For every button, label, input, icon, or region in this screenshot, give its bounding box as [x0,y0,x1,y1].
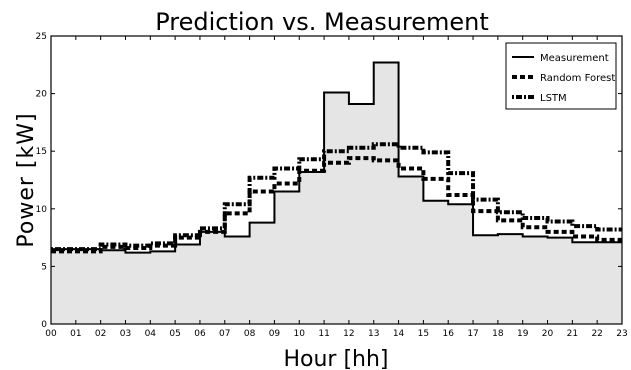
x-tick-label: 01 [70,329,81,339]
series-line-random-forest [51,156,622,254]
x-tick-label: 03 [120,329,131,339]
y-tick-label: 25 [36,32,47,42]
x-tick-label: 06 [194,329,206,339]
measurement-area-fill [51,62,622,324]
x-tick-label: 00 [45,329,57,339]
x-tick-label: 11 [318,329,329,339]
x-tick-label: 18 [492,329,504,339]
x-tick-label: 19 [517,329,529,339]
series-line-measurement [51,61,622,254]
x-tick-label: 09 [269,329,281,339]
y-tick-label: 5 [41,262,47,272]
y-tick-label: 0 [41,320,47,330]
x-tick-label: 05 [169,329,180,339]
x-tick-label: 08 [244,329,256,339]
x-tick-label: 04 [145,329,157,339]
legend-label-lstm: LSTM [540,93,567,104]
y-tick-label: 10 [36,205,48,215]
axes: 00 01 02 03 04 05 06 07 08 09 10 11 12 13 14 15 16 17 18 19… [36,32,628,339]
x-tick-label: 23 [616,329,627,339]
legend: Measurement Random Forest LSTM [505,42,617,110]
y-tick-label: 15 [36,147,47,157]
x-tick-label: 14 [393,329,405,339]
x-tick-label: 22 [591,329,602,339]
legend-label-random-forest: Random Forest [540,73,615,84]
x-tick-label: 07 [219,329,230,339]
y-axis-label: Power [kW] [14,112,39,247]
chart-title: Prediction vs. Measurement [155,8,489,36]
plot-area [51,61,622,324]
x-tick-label: 12 [343,329,354,339]
x-tick-label: 02 [95,329,106,339]
x-axis-label: Hour [hh] [283,347,388,370]
y-tick-label: 20 [36,90,48,100]
x-tick-label: 10 [294,329,306,339]
x-tick-label: 13 [368,329,379,339]
x-tick-label: 21 [567,329,578,339]
series-line-lstm [51,142,622,252]
x-tick-label: 16 [442,329,454,339]
x-tick-label: 15 [418,329,429,339]
legend-label-measurement: Measurement [540,53,609,64]
plot-frame [50,35,623,325]
x-tick-label: 20 [542,329,554,339]
x-tick-label: 17 [467,329,478,339]
